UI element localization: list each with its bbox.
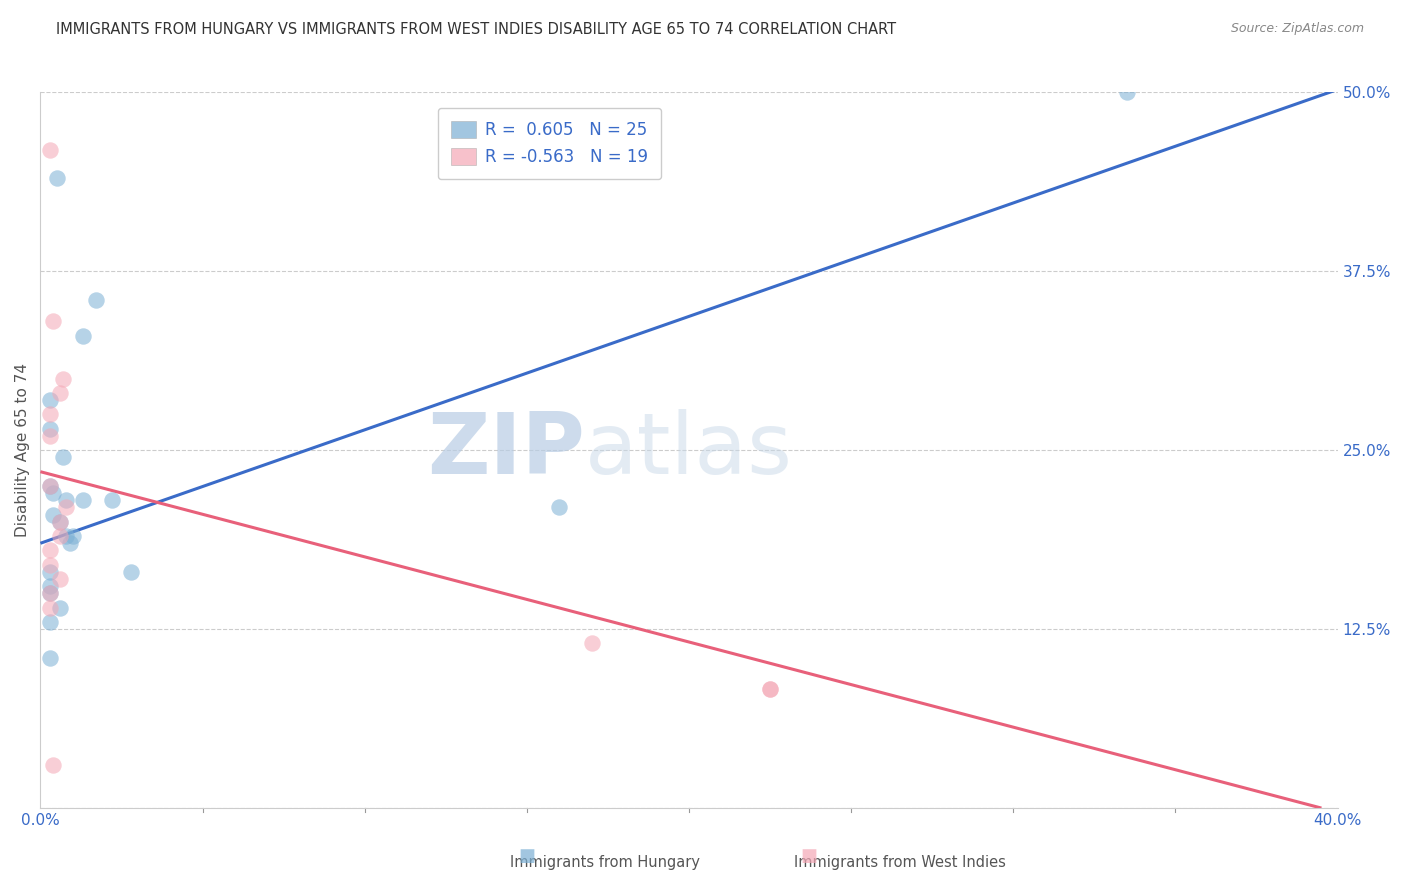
Point <box>49 515 72 529</box>
Point <box>55 529 77 543</box>
Point <box>39 422 62 436</box>
Text: ■: ■ <box>519 847 536 865</box>
Y-axis label: Disability Age 65 to 74: Disability Age 65 to 74 <box>15 363 30 537</box>
Point <box>759 682 782 697</box>
Point <box>52 450 75 465</box>
Point <box>39 543 62 558</box>
Point <box>39 408 62 422</box>
Point <box>72 493 94 508</box>
Point <box>39 586 62 600</box>
Point <box>39 393 62 408</box>
Point <box>62 529 84 543</box>
Point <box>42 314 65 328</box>
Point <box>52 371 75 385</box>
Text: IMMIGRANTS FROM HUNGARY VS IMMIGRANTS FROM WEST INDIES DISABILITY AGE 65 TO 74 C: IMMIGRANTS FROM HUNGARY VS IMMIGRANTS FR… <box>56 22 897 37</box>
Point <box>42 486 65 500</box>
Text: Source: ZipAtlas.com: Source: ZipAtlas.com <box>1230 22 1364 36</box>
Point <box>84 293 107 307</box>
Point <box>42 508 65 522</box>
Legend: R =  0.605   N = 25, R = -0.563   N = 19: R = 0.605 N = 25, R = -0.563 N = 19 <box>437 108 661 179</box>
Point <box>39 586 62 600</box>
Point <box>59 536 82 550</box>
Point <box>100 493 122 508</box>
Point <box>581 636 603 650</box>
Point <box>39 579 62 593</box>
Point <box>39 479 62 493</box>
Point <box>548 500 571 515</box>
Point <box>45 171 67 186</box>
Point <box>55 500 77 515</box>
Point <box>120 565 142 579</box>
Point <box>49 600 72 615</box>
Point <box>39 565 62 579</box>
Point <box>39 615 62 629</box>
Text: ■: ■ <box>800 847 817 865</box>
Point <box>72 328 94 343</box>
Point <box>39 479 62 493</box>
Point <box>49 515 72 529</box>
Point <box>39 558 62 572</box>
Point <box>49 572 72 586</box>
Text: atlas: atlas <box>585 409 793 491</box>
Point <box>49 386 72 401</box>
Point <box>759 682 782 697</box>
Point <box>1115 86 1137 100</box>
Point <box>55 493 77 508</box>
Point <box>42 758 65 772</box>
Text: Immigrants from Hungary: Immigrants from Hungary <box>509 855 700 870</box>
Point <box>39 650 62 665</box>
Text: Immigrants from West Indies: Immigrants from West Indies <box>794 855 1005 870</box>
Point <box>39 143 62 157</box>
Point <box>39 429 62 443</box>
Text: ZIP: ZIP <box>427 409 585 491</box>
Point <box>39 600 62 615</box>
Point <box>49 529 72 543</box>
